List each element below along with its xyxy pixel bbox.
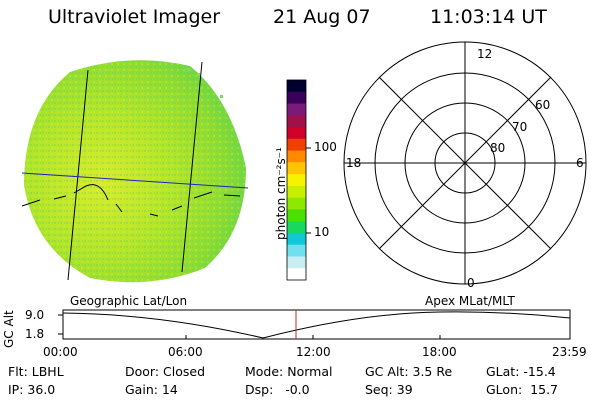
- altitude-ytick-9: 9.0: [25, 308, 45, 322]
- gc-alt-status: GC Alt: 3.5 Re: [365, 364, 453, 379]
- x-tick-2359: 23:59: [552, 345, 587, 359]
- mlt-label-6: 6: [576, 156, 584, 170]
- latitude-line: [21, 172, 249, 189]
- mlat-label-60: 60: [535, 98, 551, 112]
- x-tick-1800: 18:00: [422, 345, 457, 359]
- colorbar-segment: [287, 80, 306, 93]
- altitude-ylabel: GC Alt: [2, 310, 16, 348]
- mlt-label-18: 18: [346, 156, 362, 170]
- mlat-label-70: 70: [512, 120, 528, 134]
- colorbar-segment: [287, 91, 306, 105]
- colorbar-segment: [287, 103, 306, 116]
- colorbar-tick-10: 10: [314, 225, 330, 239]
- colorbar-segment: [287, 209, 306, 222]
- colorbar: [286, 79, 311, 281]
- colorbar-segment: [287, 185, 306, 199]
- meridian-line-1: [67, 69, 89, 281]
- gain-status: Gain: 14: [125, 382, 178, 397]
- altitude-curve: [62, 311, 571, 339]
- colorbar-segment: [287, 197, 306, 210]
- colorbar-segment: [287, 162, 306, 175]
- seq-status: Seq: 39: [365, 382, 413, 397]
- meridian-line-2: [181, 61, 203, 273]
- polar-plot: [343, 41, 587, 285]
- colorbar-segment: [287, 150, 306, 163]
- colorbar-segment: [287, 138, 306, 152]
- instrument-title: Ultraviolet Imager: [48, 6, 221, 28]
- colorbar-segment: [287, 115, 306, 128]
- colorbar-segment: [287, 268, 306, 281]
- glat-status: GLat: -15.4: [486, 364, 556, 379]
- glon-status: GLon: 15.7: [486, 382, 558, 397]
- uv-image: [21, 60, 249, 283]
- mlat-label-80: 80: [490, 141, 506, 155]
- colorbar-segment: [287, 256, 306, 269]
- x-tick-0600: 06:00: [168, 345, 203, 359]
- ip-status: IP: 36.0: [8, 382, 56, 397]
- x-tick-0000: 00:00: [43, 345, 78, 359]
- image-panel-label: Geographic Lat/Lon: [70, 294, 188, 308]
- filter-status: Flt: LBHL: [8, 364, 64, 379]
- colorbar-segment: [287, 127, 306, 140]
- mlt-label-0: 0: [467, 276, 475, 290]
- terminator-curve: [21, 184, 241, 217]
- colorbar-segment: [287, 221, 306, 234]
- polar-panel-label: Apex MLat/MLT: [425, 294, 515, 308]
- colorbar-segment: [287, 232, 306, 246]
- time-label: 11:03:14 UT: [430, 6, 547, 28]
- date-label: 21 Aug 07: [273, 6, 371, 28]
- colorbar-segment: [287, 174, 306, 187]
- colorbar-unit-label: photon cm⁻²s⁻¹: [274, 147, 288, 240]
- altitude-plot: [58, 309, 571, 340]
- x-tick-1200: 12:00: [296, 345, 331, 359]
- mlt-label-12: 12: [477, 47, 493, 61]
- altitude-ytick-1-8: 1.8: [25, 327, 45, 341]
- colorbar-tick-100: 100: [314, 140, 337, 154]
- door-status: Door: Closed: [125, 364, 206, 379]
- colorbar-segment: [287, 244, 306, 257]
- mode-status: Mode: Normal: [245, 364, 333, 379]
- dsp-status: Dsp: -0.0: [245, 382, 310, 397]
